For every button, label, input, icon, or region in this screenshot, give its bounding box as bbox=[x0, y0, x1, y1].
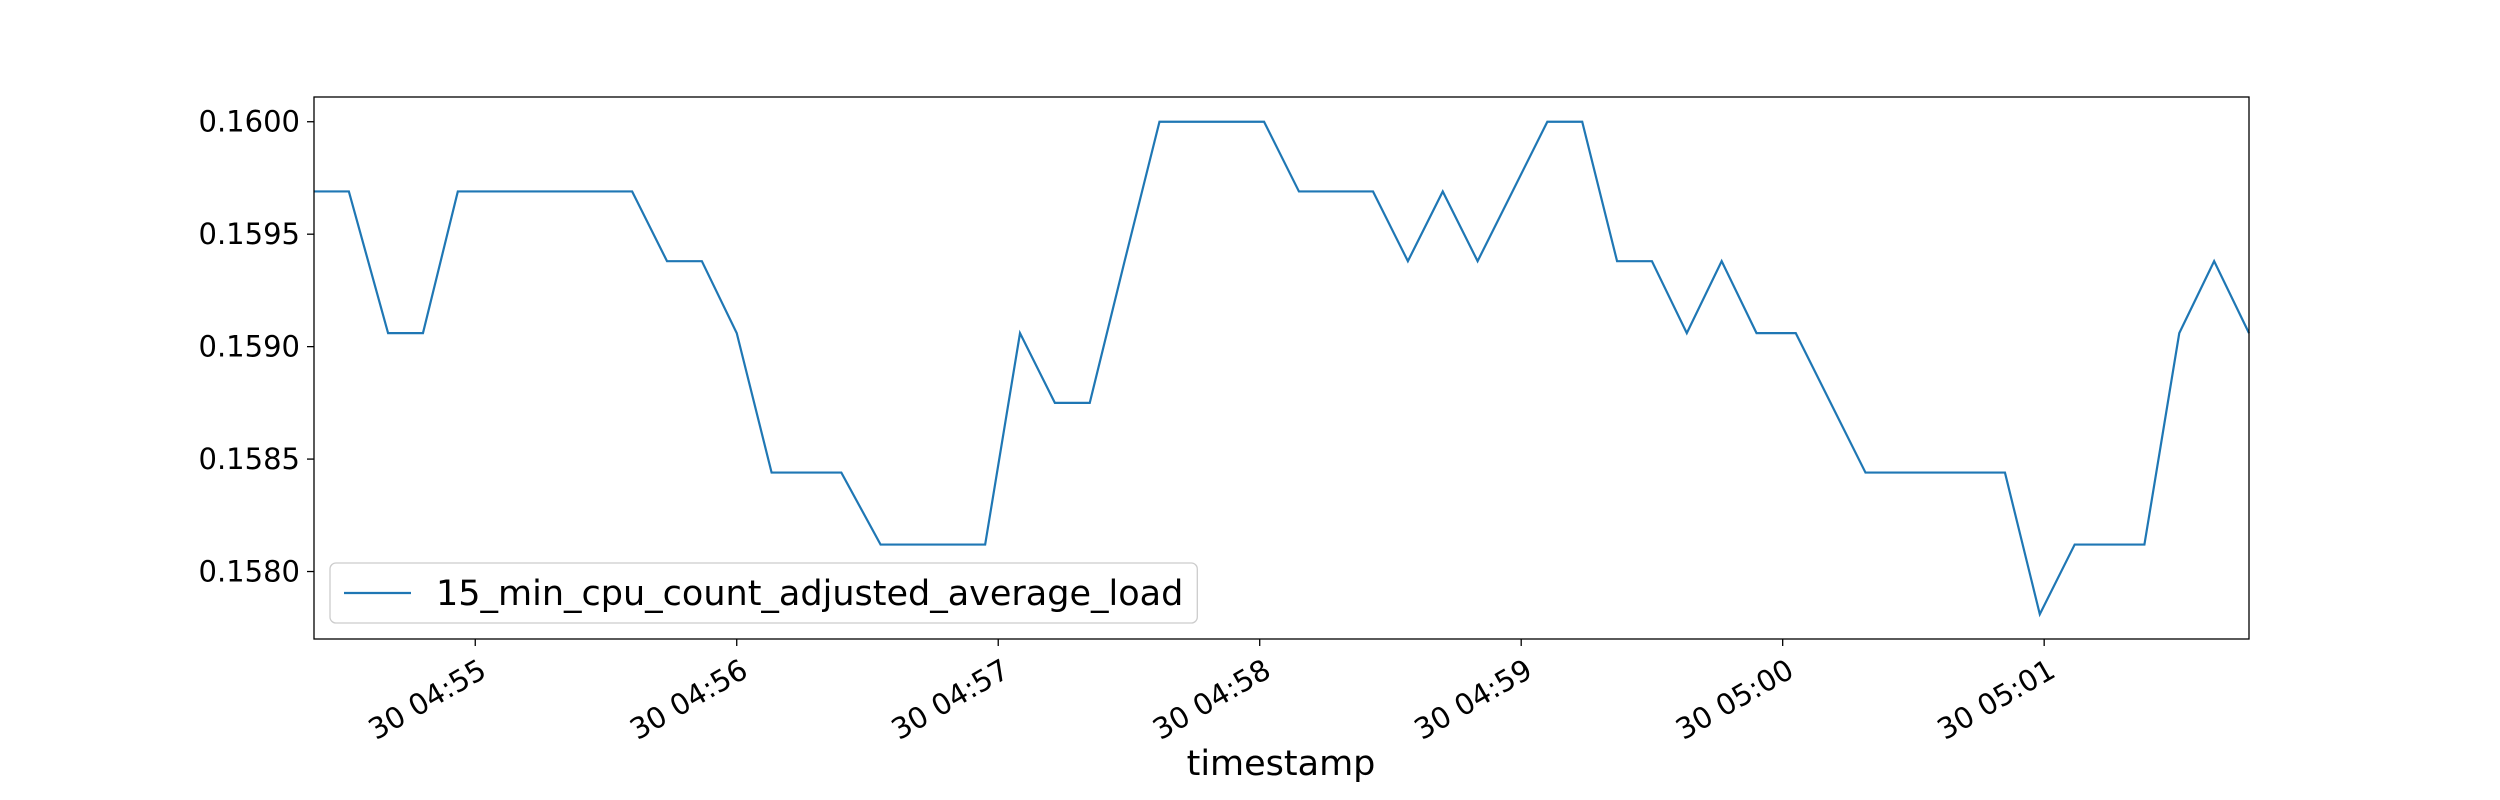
legend: 15_min_cpu_count_adjusted_average_load bbox=[329, 562, 1198, 624]
x-tick-label: 30 04:57 bbox=[885, 652, 1014, 746]
x-tick-label: 30 04:59 bbox=[1408, 652, 1537, 746]
data-line bbox=[314, 120, 2250, 618]
y-tick-label: 0.1585 bbox=[199, 442, 300, 476]
y-tick-label: 0.1600 bbox=[199, 105, 300, 139]
x-tick-label: 30 04:58 bbox=[1147, 652, 1276, 746]
legend-box bbox=[329, 562, 1198, 624]
x-tick-label: 30 05:00 bbox=[1670, 652, 1799, 746]
x-tick-label: 30 04:56 bbox=[624, 652, 753, 746]
x-tick-label: 30 04:55 bbox=[362, 652, 491, 746]
y-tick-label: 0.1580 bbox=[199, 555, 300, 589]
y-tick-label: 0.1590 bbox=[199, 330, 300, 364]
x-axis-label: timestamp bbox=[1187, 744, 1376, 784]
legend-label: 15_min_cpu_count_adjusted_average_load bbox=[436, 574, 1183, 614]
x-tick-label: 30 05:01 bbox=[1931, 652, 2060, 746]
y-tick-label: 0.1595 bbox=[199, 217, 300, 251]
plot-frame bbox=[313, 96, 2250, 640]
